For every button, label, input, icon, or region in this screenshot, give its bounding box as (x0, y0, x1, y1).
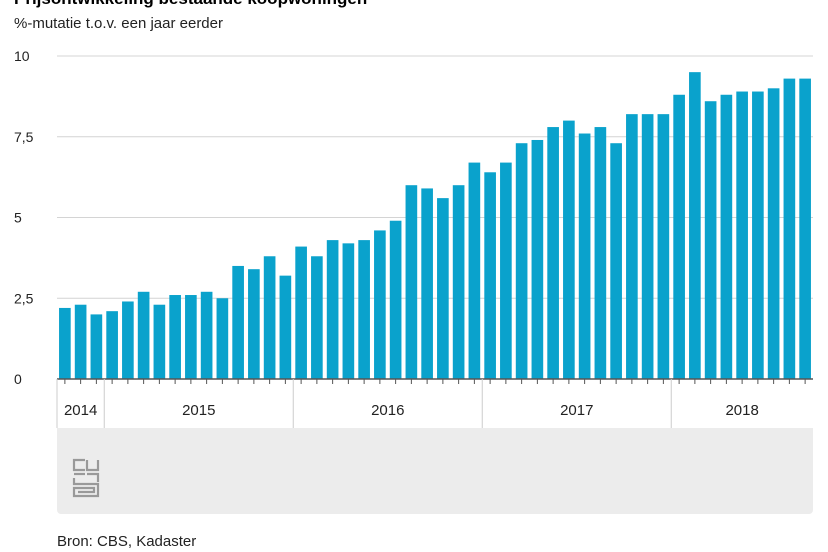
bar (578, 133, 591, 379)
bar (610, 143, 622, 379)
bar (74, 304, 87, 379)
bar (185, 295, 197, 379)
source-note: Bron: CBS, Kadaster (57, 533, 197, 550)
bar (484, 172, 496, 379)
bar (767, 88, 780, 380)
y-tick-label: 10 (14, 48, 30, 64)
x-axis: 2014 2015 2016 2017 2018 (56, 378, 813, 428)
year-label: 2015 (182, 402, 215, 419)
bar (783, 78, 796, 380)
bar (106, 311, 118, 379)
year-label: 2016 (371, 402, 404, 419)
bar (311, 256, 323, 379)
gridlines (57, 55, 813, 299)
bar (720, 94, 733, 379)
bar (342, 243, 355, 379)
bar (216, 298, 229, 379)
bar (547, 127, 559, 379)
footer-panel: cbs (57, 428, 813, 514)
chart-title: Prijsontwikkeling bestaande koopwoningen (14, 0, 367, 9)
y-axis-label: %-mutatie t.o.v. een jaar eerder (14, 15, 223, 32)
bar (232, 265, 244, 379)
bar (59, 307, 71, 379)
bar (673, 94, 685, 379)
bar (200, 291, 213, 379)
year-label: 2014 (64, 402, 97, 419)
bar (326, 240, 339, 379)
bar (736, 91, 748, 379)
year-label: 2018 (725, 402, 758, 419)
bar (752, 91, 764, 379)
bar (452, 185, 465, 379)
bar (468, 162, 481, 379)
bar (515, 143, 528, 379)
bar-chart: 0 2,5 5 7,5 10 2014 2015 2016 2017 2018 (14, 48, 813, 428)
bar (248, 269, 260, 379)
bar (153, 304, 166, 379)
y-tick-label: 7,5 (14, 129, 34, 145)
bar (137, 291, 150, 379)
bar (295, 246, 307, 379)
bar (122, 301, 134, 379)
bar (626, 114, 638, 379)
bar (263, 256, 276, 379)
bar (594, 127, 607, 379)
y-tick-label: 5 (14, 210, 22, 226)
bar (704, 101, 717, 379)
y-tick-label: 0 (14, 371, 22, 387)
bar (279, 275, 292, 379)
bar (799, 78, 811, 380)
cbs-logo-icon: cbs (72, 458, 100, 498)
y-tick-label: 2,5 (14, 290, 34, 306)
bars (59, 72, 811, 380)
bar (358, 240, 370, 379)
bar (531, 139, 544, 379)
bar (90, 314, 103, 379)
bar (374, 230, 386, 379)
bar (169, 295, 181, 379)
bar (389, 220, 402, 379)
year-label: 2017 (560, 402, 593, 419)
bar (657, 114, 670, 379)
bar (500, 162, 512, 379)
bar (437, 198, 449, 379)
bar (689, 72, 701, 380)
bar (641, 114, 654, 379)
bar (421, 188, 433, 379)
bar (563, 120, 575, 379)
y-ticks: 0 2,5 5 7,5 10 (14, 48, 34, 387)
bar (405, 185, 418, 379)
